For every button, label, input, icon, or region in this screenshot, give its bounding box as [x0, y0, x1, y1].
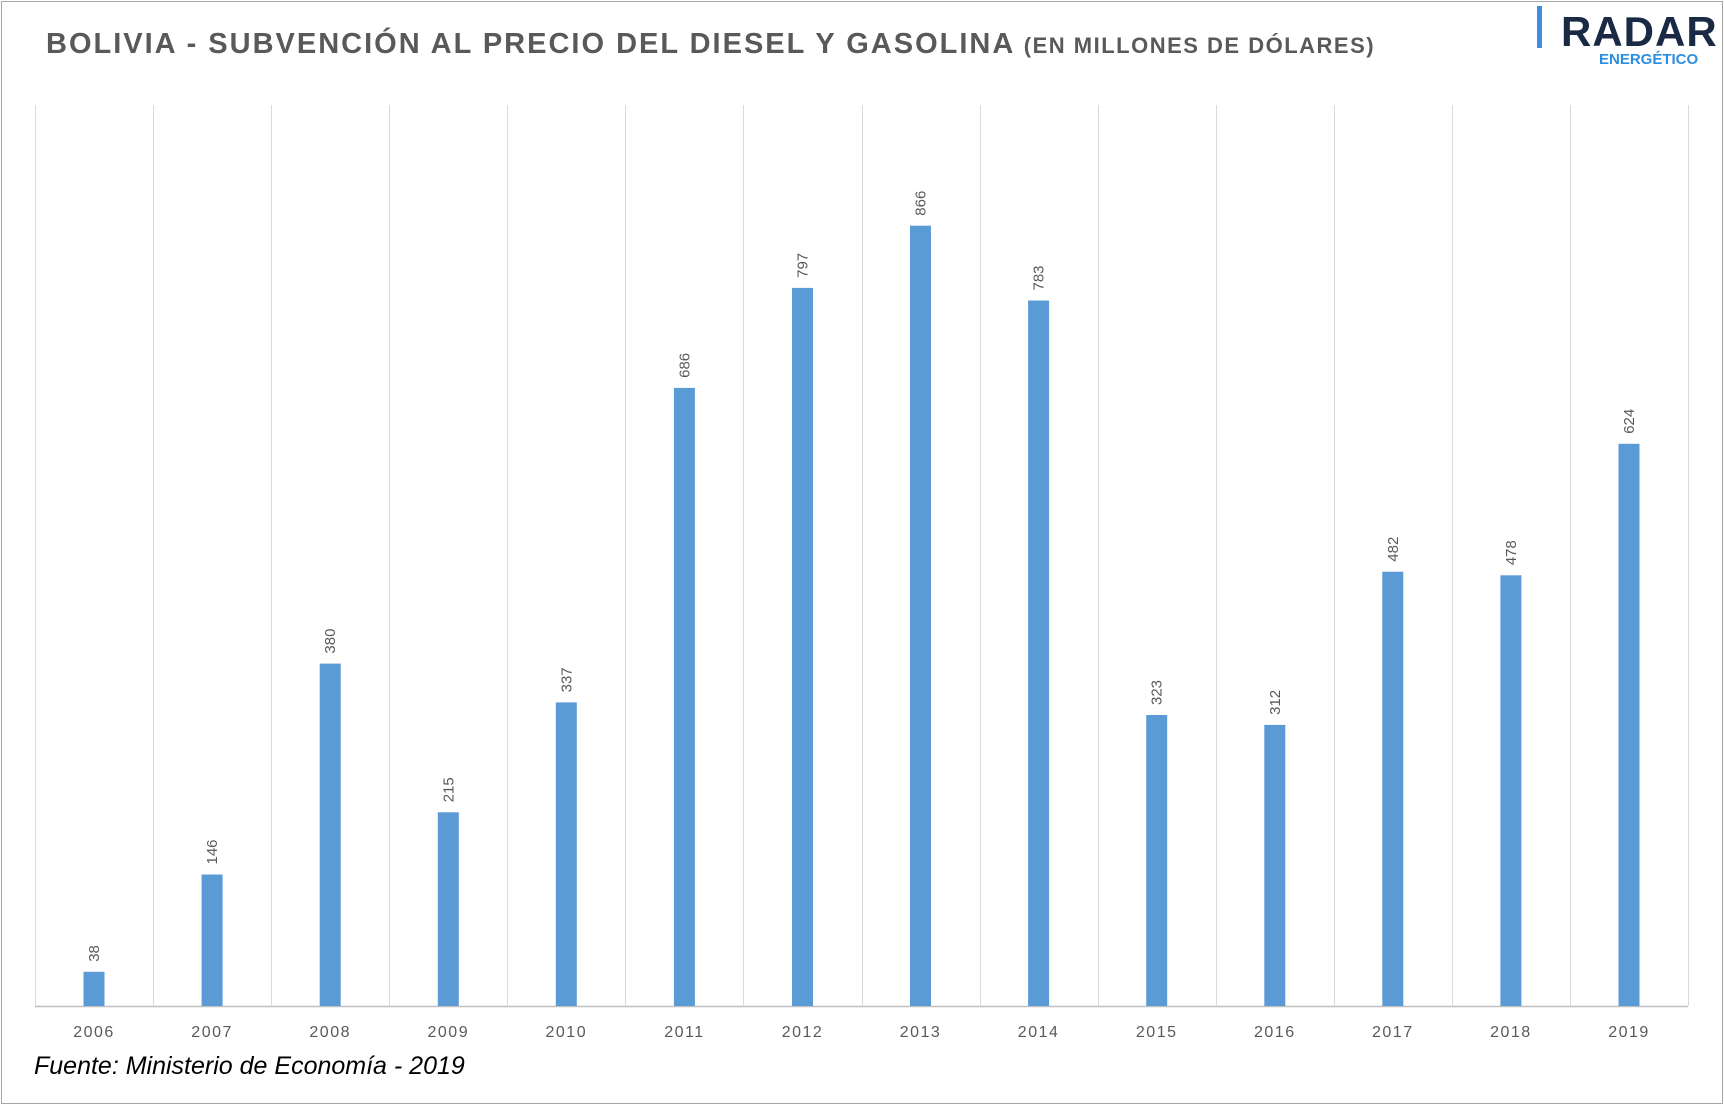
x-tick-label: 2007: [191, 1024, 233, 1041]
x-tick-label: 2006: [73, 1024, 115, 1041]
data-label: 478: [1503, 540, 1520, 565]
bar: [555, 702, 577, 1006]
logo-accent-bar: [1537, 6, 1542, 48]
data-label: 783: [1031, 265, 1048, 290]
logo-sub-text: ENERGÉTICO: [1599, 51, 1699, 68]
x-tick-label: 2013: [900, 1024, 942, 1041]
chart-title: BOLIVIA - SUBVENCIÓN AL PRECIO DEL DIESE…: [46, 28, 1375, 61]
bar: [1028, 300, 1050, 1006]
x-tick-label: 2018: [1490, 1024, 1532, 1041]
logo-brand-text: RADAR: [1561, 8, 1718, 55]
x-tick-label: 2011: [664, 1024, 704, 1041]
bar: [1264, 724, 1286, 1006]
x-tick-label: 2014: [1018, 1024, 1060, 1041]
source-note: Fuente: Ministerio de Economía - 2019: [34, 1052, 465, 1080]
x-tick-label: 2012: [782, 1024, 824, 1041]
bar: [1500, 575, 1522, 1006]
x-tick-label: 2016: [1254, 1024, 1296, 1041]
data-label: 38: [86, 945, 103, 962]
data-label: 624: [1621, 409, 1638, 434]
bar: [910, 225, 931, 1006]
x-tick-label: 2019: [1608, 1024, 1650, 1041]
data-label: 380: [322, 629, 339, 654]
bar: [1382, 571, 1404, 1006]
data-label: 482: [1385, 537, 1402, 562]
radar-energetico-logo: RADAR ENERGÉTICO: [1537, 6, 1717, 68]
data-label: 337: [558, 667, 575, 692]
data-label: 686: [676, 353, 693, 378]
x-tick-label: 2010: [546, 1024, 588, 1041]
data-label: 146: [204, 839, 221, 864]
bar: [437, 812, 459, 1006]
chart-title-main: BOLIVIA - SUBVENCIÓN AL PRECIO DEL DIESE…: [46, 28, 1016, 60]
x-tick-label: 2008: [309, 1024, 351, 1041]
bar: [792, 287, 813, 1006]
x-tick-label: 2009: [428, 1024, 470, 1041]
x-tick-label: 2015: [1136, 1024, 1178, 1041]
bar: [1618, 443, 1640, 1006]
bar: [319, 663, 341, 1006]
bar: [673, 387, 695, 1006]
bar: [83, 971, 105, 1006]
chart-title-unit: (EN MILLONES DE DÓLARES): [1023, 33, 1376, 58]
data-label: 312: [1267, 690, 1284, 715]
data-label: 797: [795, 253, 812, 278]
data-label: 215: [440, 777, 457, 802]
data-label: 866: [913, 191, 930, 216]
data-label: 323: [1149, 680, 1166, 705]
x-tick-label: 2017: [1372, 1024, 1414, 1041]
bar: [201, 874, 223, 1006]
bar: [1146, 715, 1168, 1006]
